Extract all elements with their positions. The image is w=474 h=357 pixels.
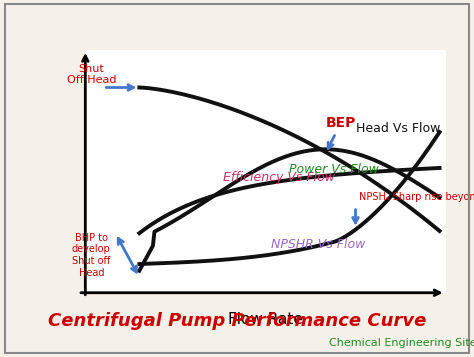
Text: Shut
Off Head: Shut Off Head xyxy=(66,64,116,85)
Text: BHP to
develop
Shut off
Head: BHP to develop Shut off Head xyxy=(72,233,111,278)
Text: Flow Rate: Flow Rate xyxy=(228,312,303,327)
Text: NPSHR Vs Flow: NPSHR Vs Flow xyxy=(272,238,366,251)
Text: Head Vs Flow: Head Vs Flow xyxy=(356,122,440,135)
Text: NPSHₐ Sharp rise beyond BEP: NPSHₐ Sharp rise beyond BEP xyxy=(358,192,474,202)
Text: Chemical Engineering Site: Chemical Engineering Site xyxy=(329,338,474,348)
Text: Efficiency Vs Flow: Efficiency Vs Flow xyxy=(223,171,336,183)
Text: Centrifugal Pump Performance Curve: Centrifugal Pump Performance Curve xyxy=(48,312,426,330)
Text: BEP: BEP xyxy=(326,116,356,149)
Text: Power Vs Flow: Power Vs Flow xyxy=(290,163,379,176)
